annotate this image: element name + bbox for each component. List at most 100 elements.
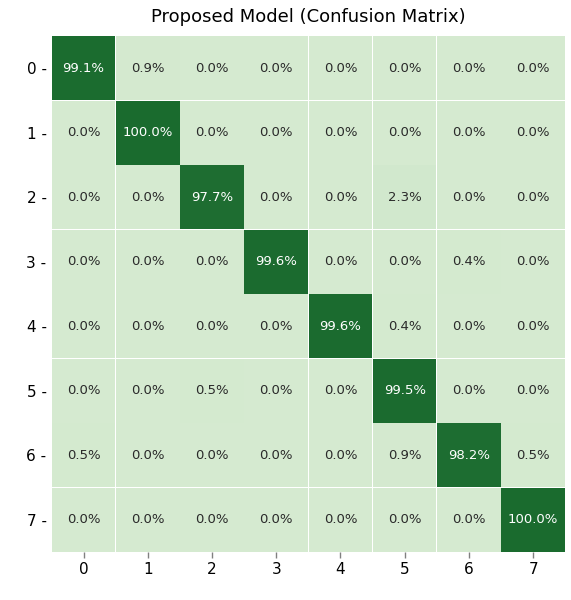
Text: 99.1%: 99.1% bbox=[62, 62, 104, 75]
Text: 98.2%: 98.2% bbox=[448, 449, 490, 462]
Text: 0.0%: 0.0% bbox=[195, 126, 229, 139]
Bar bbox=[373, 37, 436, 100]
Text: 100.0%: 100.0% bbox=[123, 126, 173, 139]
Text: 0.0%: 0.0% bbox=[324, 126, 357, 139]
Bar bbox=[309, 359, 372, 422]
Bar bbox=[116, 230, 179, 293]
Bar bbox=[373, 424, 436, 487]
Bar bbox=[52, 101, 115, 164]
Text: 0.0%: 0.0% bbox=[67, 513, 100, 526]
Bar bbox=[373, 359, 436, 422]
Text: 0.0%: 0.0% bbox=[324, 513, 357, 526]
Bar bbox=[501, 166, 565, 229]
Text: 0.0%: 0.0% bbox=[259, 191, 293, 204]
Bar bbox=[437, 101, 501, 164]
Bar bbox=[116, 359, 179, 422]
Text: 99.6%: 99.6% bbox=[320, 320, 361, 333]
Text: 0.0%: 0.0% bbox=[131, 320, 164, 333]
Text: 0.0%: 0.0% bbox=[67, 384, 100, 397]
Bar bbox=[309, 230, 372, 293]
Bar bbox=[244, 424, 308, 487]
Bar bbox=[116, 295, 179, 358]
Text: 0.0%: 0.0% bbox=[388, 126, 421, 139]
Text: 0.0%: 0.0% bbox=[452, 320, 486, 333]
Bar bbox=[373, 101, 436, 164]
Text: 0.0%: 0.0% bbox=[516, 255, 550, 268]
Text: 0.0%: 0.0% bbox=[324, 449, 357, 462]
Text: 0.0%: 0.0% bbox=[131, 449, 164, 462]
Text: 0.4%: 0.4% bbox=[452, 255, 486, 268]
Bar bbox=[244, 37, 308, 100]
Bar bbox=[501, 488, 565, 551]
Text: 0.0%: 0.0% bbox=[452, 126, 486, 139]
Text: 0.4%: 0.4% bbox=[388, 320, 421, 333]
Bar bbox=[373, 488, 436, 551]
Text: 0.0%: 0.0% bbox=[259, 449, 293, 462]
Text: 0.0%: 0.0% bbox=[452, 191, 486, 204]
Bar bbox=[116, 166, 179, 229]
Bar bbox=[244, 101, 308, 164]
Bar bbox=[437, 230, 501, 293]
Text: 0.0%: 0.0% bbox=[259, 384, 293, 397]
Bar bbox=[180, 359, 244, 422]
Bar bbox=[309, 101, 372, 164]
Text: 99.6%: 99.6% bbox=[255, 255, 297, 268]
Bar bbox=[180, 230, 244, 293]
Bar bbox=[180, 166, 244, 229]
Text: 0.0%: 0.0% bbox=[131, 191, 164, 204]
Text: 0.5%: 0.5% bbox=[516, 449, 550, 462]
Text: 0.0%: 0.0% bbox=[388, 255, 421, 268]
Text: 0.0%: 0.0% bbox=[324, 62, 357, 75]
Bar bbox=[116, 37, 179, 100]
Text: 0.0%: 0.0% bbox=[195, 449, 229, 462]
Bar bbox=[501, 230, 565, 293]
Bar bbox=[244, 166, 308, 229]
Bar bbox=[180, 295, 244, 358]
Text: 0.0%: 0.0% bbox=[452, 62, 486, 75]
Bar bbox=[437, 295, 501, 358]
Bar bbox=[244, 295, 308, 358]
Bar bbox=[180, 488, 244, 551]
Text: 0.0%: 0.0% bbox=[195, 320, 229, 333]
Bar bbox=[501, 295, 565, 358]
Text: 0.0%: 0.0% bbox=[259, 126, 293, 139]
Text: 0.0%: 0.0% bbox=[516, 62, 550, 75]
Bar bbox=[309, 295, 372, 358]
Text: 0.9%: 0.9% bbox=[388, 449, 421, 462]
Bar bbox=[373, 230, 436, 293]
Bar bbox=[437, 166, 501, 229]
Bar bbox=[373, 166, 436, 229]
Bar bbox=[52, 295, 115, 358]
Text: 0.0%: 0.0% bbox=[388, 62, 421, 75]
Bar bbox=[116, 101, 179, 164]
Bar bbox=[437, 37, 501, 100]
Text: 0.5%: 0.5% bbox=[195, 384, 229, 397]
Text: 0.0%: 0.0% bbox=[516, 191, 550, 204]
Bar bbox=[244, 359, 308, 422]
Bar bbox=[180, 37, 244, 100]
Text: 0.0%: 0.0% bbox=[516, 126, 550, 139]
Bar bbox=[373, 295, 436, 358]
Text: 0.0%: 0.0% bbox=[324, 191, 357, 204]
Text: 0.5%: 0.5% bbox=[67, 449, 100, 462]
Text: 0.0%: 0.0% bbox=[259, 513, 293, 526]
Text: 0.0%: 0.0% bbox=[67, 320, 100, 333]
Bar bbox=[52, 230, 115, 293]
Text: 100.0%: 100.0% bbox=[508, 513, 558, 526]
Bar bbox=[309, 37, 372, 100]
Text: 0.0%: 0.0% bbox=[131, 384, 164, 397]
Text: 0.0%: 0.0% bbox=[452, 513, 486, 526]
Bar bbox=[52, 166, 115, 229]
Text: 2.3%: 2.3% bbox=[388, 191, 421, 204]
Text: 0.0%: 0.0% bbox=[131, 255, 164, 268]
Text: 0.0%: 0.0% bbox=[67, 126, 100, 139]
Text: 0.0%: 0.0% bbox=[259, 62, 293, 75]
Bar bbox=[116, 488, 179, 551]
Bar bbox=[244, 230, 308, 293]
Bar bbox=[437, 424, 501, 487]
Bar bbox=[52, 359, 115, 422]
Text: 0.0%: 0.0% bbox=[131, 513, 164, 526]
Bar bbox=[52, 488, 115, 551]
Bar bbox=[180, 424, 244, 487]
Text: 0.0%: 0.0% bbox=[195, 513, 229, 526]
